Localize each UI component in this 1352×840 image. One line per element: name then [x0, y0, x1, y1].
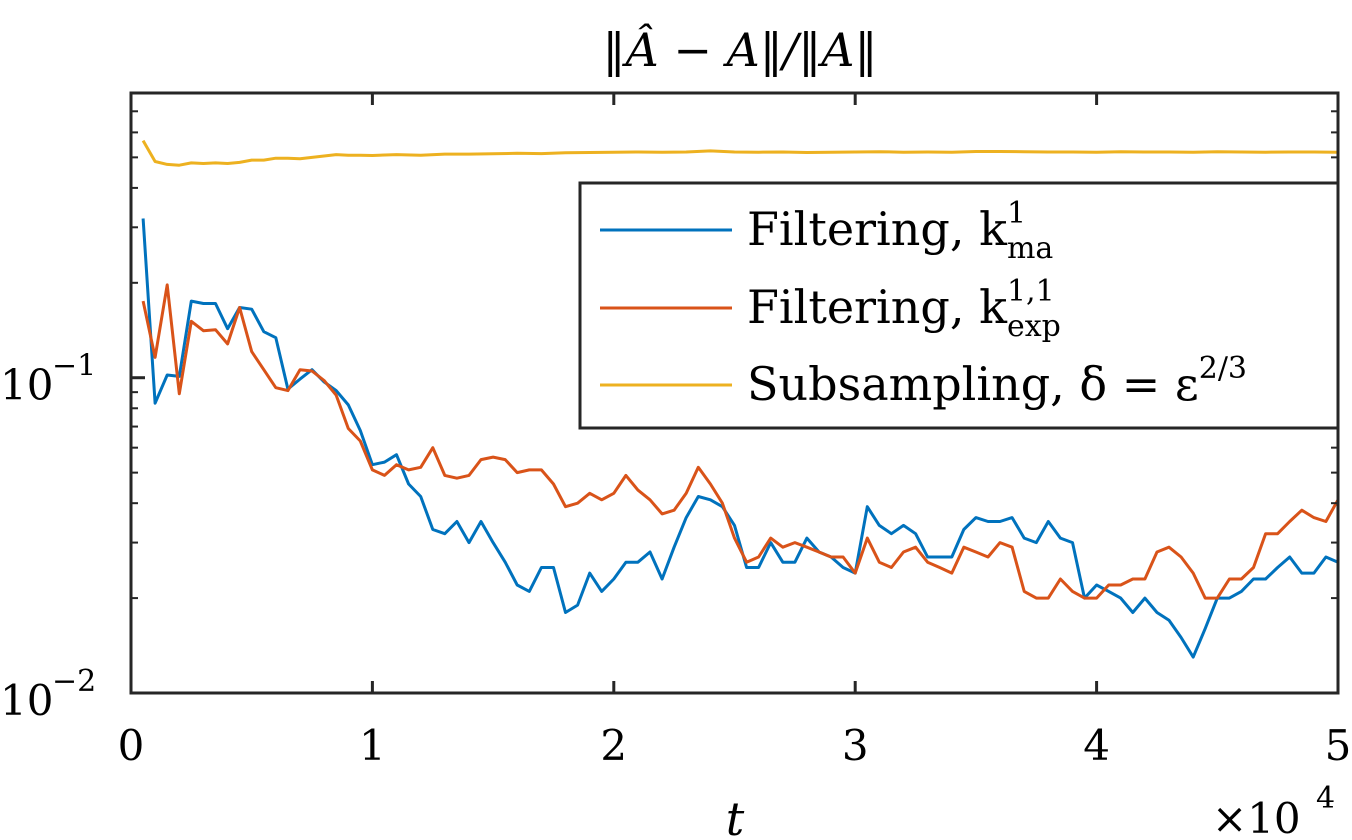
x-tick-label-3: 3 [842, 721, 869, 770]
series-line-2 [141, 283, 1338, 600]
x-tick-label-2: 2 [600, 721, 627, 770]
legend-box [578, 181, 1340, 430]
y-tick-label-0: 10−1 [0, 349, 96, 410]
x-multiplier-base: ×10 [1212, 794, 1301, 840]
y-tick-label-exponent: −1 [52, 349, 96, 384]
y-tick-label-1: 10−2 [0, 664, 96, 725]
legend-label-sub-1: ma [1007, 231, 1053, 266]
x-axis-multiplier: ×10 4 [1212, 781, 1335, 840]
y-tick-label-base: 10 [0, 676, 53, 725]
x-axis-label: t [726, 792, 745, 840]
chart-title: ‖Â − A‖/‖A‖ [603, 22, 878, 77]
legend-label-3: Subsampling, δ = ε2/3 [747, 351, 1247, 411]
ticks-layer: 0 1 2 3 4 510−110−2 [0, 92, 1352, 770]
x-multiplier-exponent: 4 [1316, 781, 1335, 816]
series-layer [141, 139, 1338, 659]
legend-label-sub-2: exp [1007, 309, 1061, 344]
x-tick-label-5: 5 [1325, 721, 1352, 770]
x-tick-label-4: 4 [1083, 721, 1110, 770]
legend-label-2: Filtering, k1,1 [747, 274, 1055, 334]
x-tick-label-1: 1 [359, 721, 386, 770]
x-tick-label-0: 0 [118, 721, 145, 770]
y-tick-label-exponent: −2 [52, 664, 96, 699]
y-tick-label-base: 10 [0, 361, 53, 410]
series-line-1 [141, 218, 1338, 659]
legend-label-1: Filtering, k1 [747, 196, 1026, 256]
series-line-3 [141, 139, 1338, 167]
